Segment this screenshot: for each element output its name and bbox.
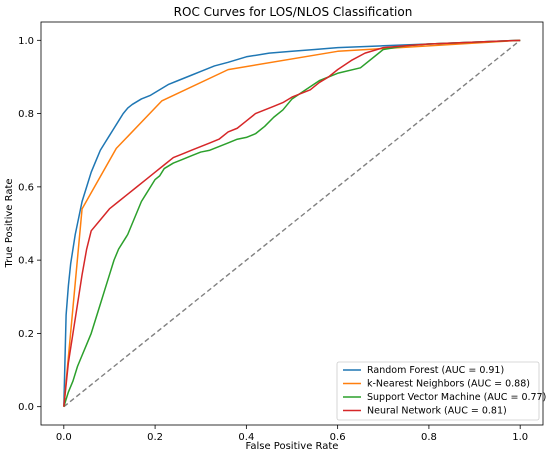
x-tick-label: 0.0 [56,432,72,443]
legend-box [336,361,540,421]
legend-label-2: k-Nearest Neighbors (AUC = 0.88) [367,379,530,390]
series-line-1 [63,39,521,407]
x-tick-label: 0.2 [147,432,163,443]
y-axis-label: True Positive Rate [4,178,15,268]
x-tick-label: 0.8 [421,432,437,443]
y-axis-ticks: 0.0 0.2 0.4 0.6 0.8 1.0 [18,36,41,413]
x-tick-label: 0.4 [238,432,254,443]
legend-label-1: Random Forest (AUC = 0.91) [367,365,504,376]
legend-label-4: Neural Network (AUC = 0.81) [367,406,507,417]
y-tick-label: 0.0 [18,402,34,413]
series-line-2 [63,39,521,407]
plot-frame [40,21,544,426]
legend: Random Forest (AUC = 0.91) k-Nearest Neig… [336,361,546,421]
x-tick-label: 0.6 [330,432,346,443]
series-line-4 [63,39,521,407]
series-line-3 [63,39,521,407]
x-axis-ticks: 0.0 0.2 0.4 0.6 0.8 1.0 [56,425,528,443]
legend-label-3: Support Vector Machine (AUC = 0.77) [367,392,546,403]
y-tick-label: 0.8 [18,109,34,120]
diagonal-reference-line [63,39,521,408]
y-tick-label: 0.6 [18,182,34,193]
x-axis-label: False Positive Rate [246,441,339,452]
x-tick-label: 1.0 [512,432,528,443]
chart-title: ROC Curves for LOS/NLOS Classification [174,5,413,19]
y-tick-label: 0.4 [18,256,34,267]
plot-area [63,39,521,408]
y-tick-label: 0.2 [18,329,34,340]
y-tick-label: 1.0 [18,36,34,47]
